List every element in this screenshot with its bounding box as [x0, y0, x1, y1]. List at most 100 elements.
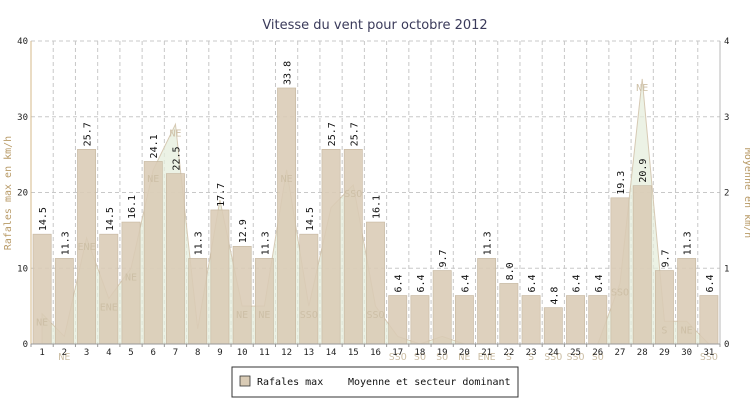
x-tick-label: 22 [503, 348, 514, 358]
chart-title: Vitesse du vent pour octobre 2012 [262, 18, 487, 33]
x-tick-label: 4 [106, 348, 111, 358]
x-tick-label: 5 [128, 348, 133, 358]
gust-bar [277, 87, 297, 345]
gust-value-label: 4.8 [549, 287, 560, 305]
x-tick-label: 19 [437, 348, 448, 358]
x-tick-label: 12 [281, 348, 292, 358]
gust-value-label: 6.4 [527, 274, 538, 292]
gust-value-label: 11.3 [483, 231, 494, 255]
gust-value-label: 6.4 [572, 274, 583, 292]
gust-value-label: 14.5 [105, 207, 116, 231]
x-tick-label: 24 [548, 348, 559, 358]
gust-value-label: 11.3 [60, 231, 71, 255]
y-left-tick-label: 20 [17, 189, 28, 199]
y-tick-labels: 0 10 20 30 40 0 1 2 3 4 [17, 37, 729, 350]
gust-value-label: 24.1 [149, 134, 160, 158]
gust-value-label: 25.7 [349, 122, 360, 146]
sector-label: SO [592, 352, 604, 363]
gust-bar [232, 245, 252, 345]
x-tick-label: 23 [526, 348, 537, 358]
sector-label: SSO [567, 352, 585, 363]
x-tick-label: 28 [637, 348, 648, 358]
x-tick-labels: 1 2 3 4 5 6 7 8 9 10 11 12 13 14 15 16 17 18 19 20 21 22 23 24 2… [39, 348, 714, 358]
x-tick-label: 8 [195, 348, 200, 358]
x-tick-label: 27 [615, 348, 626, 358]
gust-value-label: 19.3 [616, 171, 627, 195]
sector-label: NE [58, 352, 70, 363]
x-tick-label: 21 [481, 348, 492, 358]
sector-label: SSO [611, 287, 629, 298]
x-tick-label: 13 [303, 348, 314, 358]
legend-swatch-gusts [239, 375, 251, 387]
gust-bar [388, 295, 408, 345]
gust-bar [54, 258, 74, 345]
gust-value-label: 25.7 [83, 122, 94, 146]
y-right-tick-label: 0 [724, 340, 729, 350]
gust-bar [543, 307, 563, 345]
gust-value-label: 16.1 [127, 195, 138, 219]
y-left-tick-label: 40 [17, 37, 28, 47]
sector-label: NE [169, 128, 181, 139]
gust-value-label: 6.4 [594, 274, 605, 292]
x-tick-label: 31 [703, 348, 714, 358]
gust-bar [254, 258, 274, 345]
y-left-tick-label: 10 [17, 264, 28, 274]
x-tick-label: 1 [39, 348, 44, 358]
gust-bars [32, 87, 719, 345]
sector-label: ENE [78, 242, 96, 253]
gust-value-label: 11.3 [683, 231, 694, 255]
x-tick-label: 3 [84, 348, 89, 358]
gust-value-label: 16.1 [372, 195, 383, 219]
x-tick-label: 14 [326, 348, 337, 358]
gust-value-label: 6.4 [394, 274, 405, 292]
sector-label: ENE [478, 352, 496, 363]
x-tick-label: 17 [392, 348, 403, 358]
sector-label: SSO [344, 189, 362, 200]
gust-value-label: 33.8 [283, 61, 294, 85]
gust-value-label: 14.5 [38, 207, 49, 231]
sector-label: SO [436, 352, 448, 363]
x-tick-label: 9 [217, 348, 222, 358]
sector-label: NE [281, 174, 293, 185]
x-tick-label: 6 [151, 348, 156, 358]
x-tick-label: 2 [62, 348, 67, 358]
gust-bar [566, 295, 585, 345]
gust-bar [188, 258, 208, 345]
x-tick-label: 11 [259, 348, 270, 358]
gust-bar [432, 270, 452, 345]
gust-value-label: 8.0 [505, 262, 516, 280]
gust-value-label: 9.7 [660, 249, 671, 267]
gust-value-label: 11.3 [260, 231, 271, 255]
sector-label: S [506, 352, 512, 363]
sector-label: NE [258, 310, 270, 321]
x-tick-label: 18 [415, 348, 426, 358]
gust-bar [210, 209, 230, 345]
gust-value-label: 12.9 [238, 219, 249, 243]
sector-label: NE [636, 83, 648, 94]
gust-bar [454, 295, 474, 345]
gust-value-label: 22.5 [171, 146, 182, 170]
sector-label: SSO [700, 352, 718, 363]
gust-value-label: 6.4 [460, 274, 471, 292]
y-right-tick-label: 4 [724, 37, 729, 47]
gust-bar [588, 295, 608, 345]
gust-value-label: 11.3 [194, 231, 205, 255]
sector-label: SSO [300, 310, 318, 321]
gust-bar [99, 233, 119, 345]
gust-value-label: 9.7 [438, 249, 449, 267]
x-tick-label: 15 [348, 348, 359, 358]
sector-label: SSO [389, 352, 407, 363]
legend-label-gusts: Rafales max [257, 377, 323, 388]
gust-value-label: 14.5 [305, 207, 316, 231]
x-tick-label: 20 [459, 348, 470, 358]
sector-label: NE [236, 310, 248, 321]
axes [30, 41, 721, 347]
x-tick-label: 29 [659, 348, 670, 358]
legend-box [231, 366, 519, 398]
x-tick-label: 7 [173, 348, 178, 358]
y-left-tick-label: 0 [23, 340, 28, 350]
sector-label: NE [147, 174, 159, 185]
x-tick-label: 30 [681, 348, 692, 358]
right-axis-label: Moyenne en km/h [742, 148, 750, 238]
sector-label: NE [125, 272, 137, 283]
